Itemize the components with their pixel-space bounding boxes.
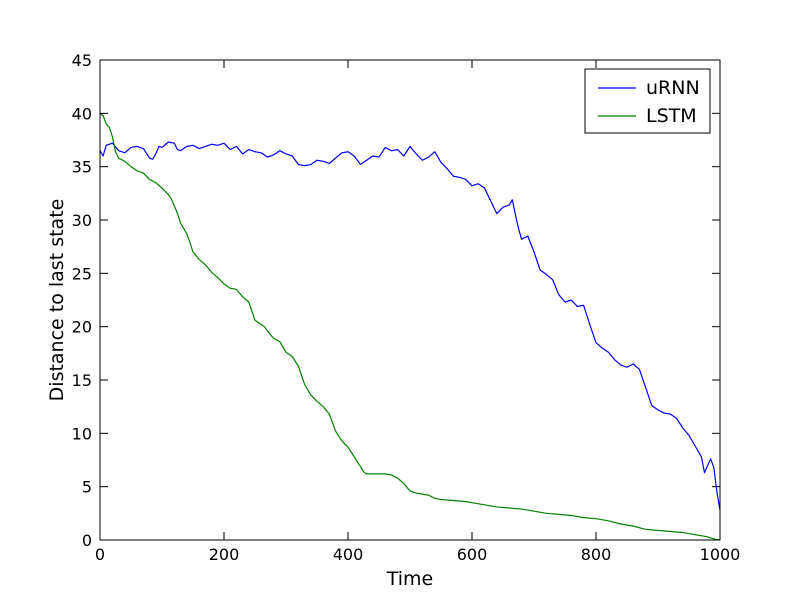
legend: uRNN LSTM (584, 68, 711, 134)
legend-label-lstm: LSTM (646, 105, 697, 127)
y-tick-label: 45 (72, 51, 92, 70)
y-tick-label: 10 (72, 424, 92, 443)
x-tick-label: 400 (333, 545, 364, 564)
x-tick-label: 0 (95, 545, 105, 564)
y-tick-label: 20 (72, 318, 92, 337)
y-tick-label: 0 (82, 531, 92, 550)
plot-frame (99, 59, 721, 541)
y-tick-label: 30 (72, 211, 92, 230)
x-tick-label: 800 (581, 545, 612, 564)
legend-label-urnn: uRNN (646, 77, 700, 99)
series-layer (99, 112, 721, 541)
x-tick-label: 1000 (700, 545, 741, 564)
series-line-lstm (99, 112, 721, 541)
y-tick-label: 25 (72, 264, 92, 283)
y-tick-label: 40 (72, 104, 92, 123)
plot-background (100, 60, 720, 540)
ticks-layer: 0 200 400 600 800 1000 0 5 10 15 20 25 30 35 40 45 (72, 51, 741, 564)
series-line-urnn (99, 141, 721, 511)
y-axis-label: Distance to last state (46, 199, 68, 402)
x-axis-label: Time (386, 568, 434, 590)
x-tick-label: 600 (457, 545, 488, 564)
legend-box (584, 68, 711, 134)
y-tick-label: 15 (72, 371, 92, 390)
y-tick-label: 5 (82, 478, 92, 497)
y-tick-label: 35 (72, 158, 92, 177)
x-tick-label: 200 (209, 545, 240, 564)
